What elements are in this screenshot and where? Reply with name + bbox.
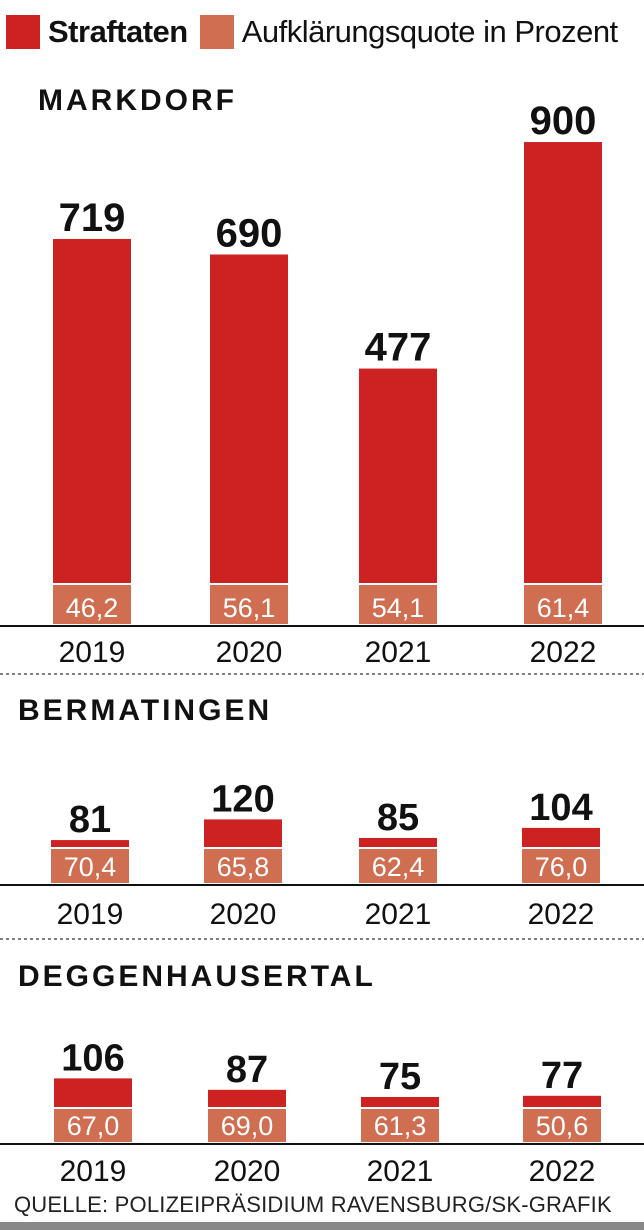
quote-label: 70,4 [64,852,117,882]
bar-quote [523,1108,601,1142]
bar-quote [51,848,129,883]
year-tick-label: 2019 [59,636,126,669]
bar-quote [359,584,437,624]
bar-quote [54,1108,132,1142]
bar-quote [53,584,131,624]
value-label: 104 [529,787,592,829]
quote-label: 76,0 [535,852,588,882]
bar-straftaten [359,368,437,624]
bar-quote [524,584,602,624]
quote-label: 65,8 [217,852,270,882]
year-tick-label: 2022 [528,898,595,931]
chart-bermatingen: 70,4 81 2019 65,8 120 2020 62,4 85 2021 76,0 104 20… [0,778,644,940]
quote-label: 61,4 [537,593,590,623]
region-title-bermatingen: BERMATINGEN [18,694,273,727]
straftaten-swatch [6,15,40,49]
bar-quote [204,848,282,883]
legend-quote-label: Aufklärungsquote in Prozent [241,14,618,49]
value-label: 87 [226,1049,268,1091]
value-label: 77 [541,1055,583,1097]
region-title-deggenhausertal: DEGGENHAUSERTAL [18,960,376,993]
value-label: 690 [216,212,283,256]
legend-straftaten-label: Straftaten [48,14,188,49]
value-label: 81 [69,799,111,841]
year-tick-label: 2020 [216,636,283,669]
value-label: 900 [530,99,597,143]
year-tick-label: 2019 [60,1155,127,1188]
year-tick-label: 2022 [530,636,597,669]
bar-quote [359,848,437,883]
year-tick-label: 2021 [365,636,432,669]
bar-quote [210,584,288,624]
quote-label: 69,0 [221,1111,274,1141]
quote-swatch [199,15,234,49]
bar-quote [208,1108,286,1142]
year-tick-label: 2021 [367,1155,434,1188]
year-tick-label: 2019 [57,898,124,931]
quote-label: 67,0 [67,1111,120,1141]
quote-label: 61,3 [374,1111,427,1141]
quote-label: 62,4 [372,852,425,882]
value-label: 120 [211,778,274,820]
bar-quote [522,848,600,883]
quote-label: 56,1 [223,593,276,623]
bar-straftaten [53,238,131,624]
legend: Straftaten Aufklärungsquote in Prozent [6,14,630,50]
bar-quote [361,1108,439,1142]
value-label: 719 [59,196,126,240]
bar-straftaten [210,254,288,624]
quote-label: 50,6 [536,1111,589,1141]
source-note: QUELLE: POLIZEIPRÄSIDIUM RAVENSBURG/SK-G… [14,1192,612,1217]
bottom-border [0,1222,644,1230]
value-label: 477 [365,326,432,370]
year-tick-label: 2021 [365,898,432,931]
quote-label: 54,1 [372,593,425,623]
value-label: 106 [61,1037,124,1079]
chart-deggenhausertal: 67,0 106 2019 69,0 87 2020 61,3 75 2021 50,6 77 202… [0,1037,644,1188]
year-tick-label: 2020 [210,898,277,931]
bar-straftaten [524,142,602,625]
year-tick-label: 2022 [529,1155,596,1188]
quote-label: 46,2 [66,593,119,623]
chart-markdorf: 46,2 719 2019 56,1 690 2020 54,1 477 2021 61,4 900… [0,99,644,675]
region-title-markdorf: MARKDORF [38,84,237,117]
value-label: 75 [379,1056,421,1098]
year-tick-label: 2020 [214,1155,281,1188]
value-label: 85 [377,797,419,839]
